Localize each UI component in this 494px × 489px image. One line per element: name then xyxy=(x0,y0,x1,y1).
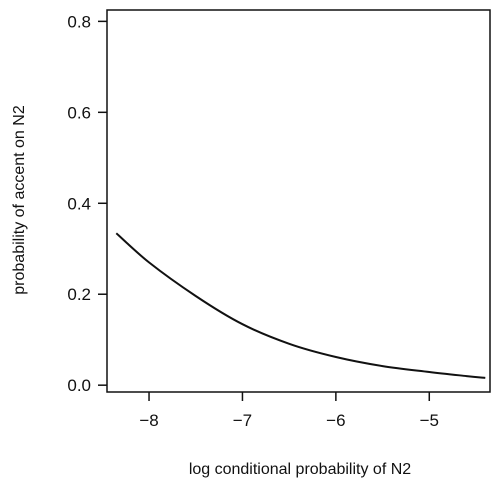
y-axis: 0.0 0.2 0.4 0.6 0.8 xyxy=(67,12,107,395)
y-tick-label: 0.8 xyxy=(67,12,91,31)
y-tick-label: 0.0 xyxy=(67,376,91,395)
x-tick-label: −5 xyxy=(420,411,439,430)
y-tick-label: 0.4 xyxy=(67,194,91,213)
y-axis-title: probability of accent on N2 xyxy=(11,105,28,295)
x-axis: −8 −7 −6 −5 xyxy=(139,392,439,430)
x-tick-label: −6 xyxy=(326,411,345,430)
x-tick-label: −7 xyxy=(233,411,252,430)
x-tick-label: −8 xyxy=(139,411,158,430)
x-axis-title: log conditional probability of N2 xyxy=(189,461,411,478)
plot-frame xyxy=(106,9,491,393)
series-layer xyxy=(115,232,486,379)
y-tick-label: 0.2 xyxy=(67,285,91,304)
y-tick-label: 0.6 xyxy=(67,103,91,122)
data-series-line xyxy=(115,232,486,379)
